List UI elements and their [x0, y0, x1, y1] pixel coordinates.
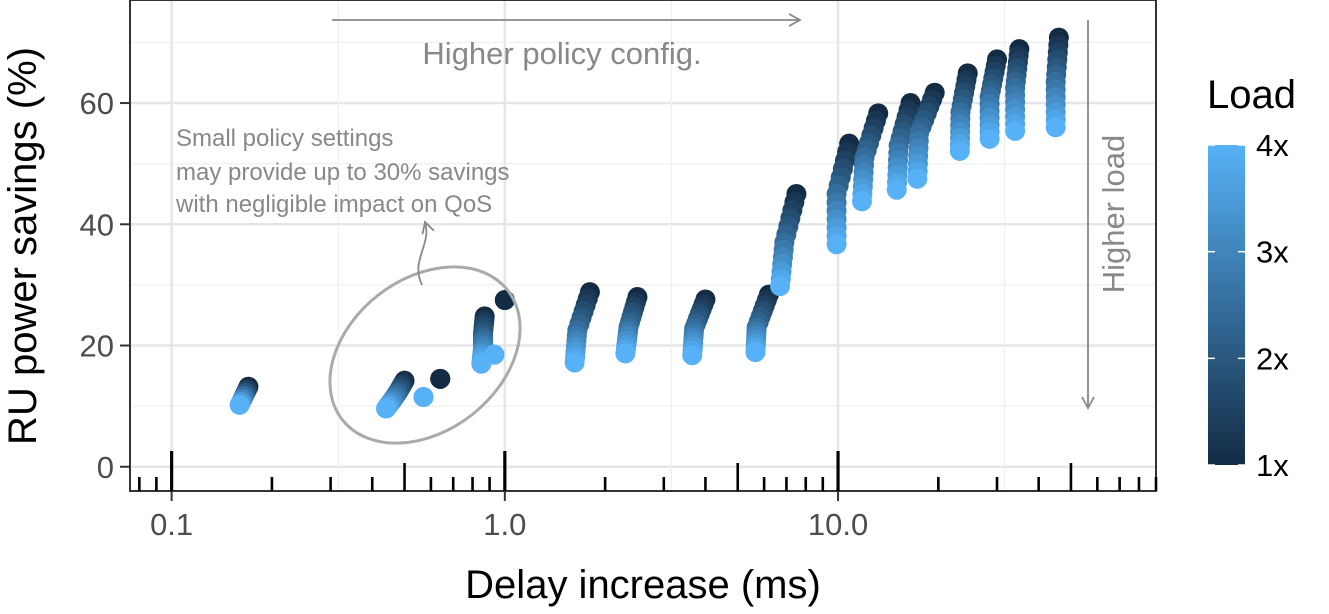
data-point [745, 342, 766, 363]
data-point [979, 128, 1000, 149]
x-tick-label: 0.1 [150, 507, 193, 542]
data-point [886, 179, 907, 200]
plot-border [129, 0, 1157, 492]
legend-title: Load [1207, 73, 1296, 117]
data-point [229, 394, 250, 415]
data-point [1005, 120, 1026, 141]
data-point [564, 352, 585, 373]
data-point [826, 234, 847, 255]
data-point [770, 276, 791, 297]
policy-arrow-label: Higher policy config. [422, 36, 701, 71]
data-point [949, 140, 970, 161]
y-tick-label: 60 [80, 86, 114, 121]
note-line-1: Small policy settings [176, 125, 393, 152]
load-arrow-label: Higher load [1096, 135, 1131, 294]
data-point [907, 168, 928, 189]
data-point [682, 345, 703, 366]
note-line-3: with negligible impact on QoS [175, 191, 492, 218]
highlight-ellipse [328, 265, 522, 445]
data-point [413, 387, 434, 408]
y-axis-title: RU power savings (%) [1, 47, 45, 445]
legend-tick-label: 2x [1256, 341, 1289, 376]
axes: 0 20 40 60 0.1 1.0 10.0 [80, 86, 1158, 542]
note-pointer-arrow [417, 220, 435, 286]
legend-tick-label: 4x [1256, 128, 1289, 163]
note-line-2: may provide up to 30% savings [176, 159, 510, 186]
legend-tick-label: 3x [1256, 235, 1289, 270]
legend: Load 1x 2x 3x 4x [1207, 73, 1296, 483]
data-points [229, 27, 1069, 419]
data-point [1045, 117, 1066, 138]
legend-tick-label: 1x [1256, 448, 1289, 483]
y-tick-label: 40 [80, 207, 114, 242]
data-point [430, 368, 451, 389]
y-tick-label: 20 [80, 329, 114, 364]
y-tick-label: 0 [97, 450, 114, 485]
legend-ticks: 1x 2x 3x 4x [1208, 128, 1289, 483]
data-point [484, 344, 505, 365]
annotations: Higher policy config. Higher load Small … [175, 13, 1131, 445]
x-axis-title: Delay increase (ms) [465, 563, 821, 607]
x-tick-label: 10.0 [808, 507, 868, 542]
legend-colorbar [1208, 145, 1245, 465]
data-point [376, 398, 397, 419]
data-point [615, 343, 636, 364]
data-point [494, 290, 515, 311]
x-tick-label: 1.0 [483, 507, 526, 542]
data-point [851, 191, 872, 212]
